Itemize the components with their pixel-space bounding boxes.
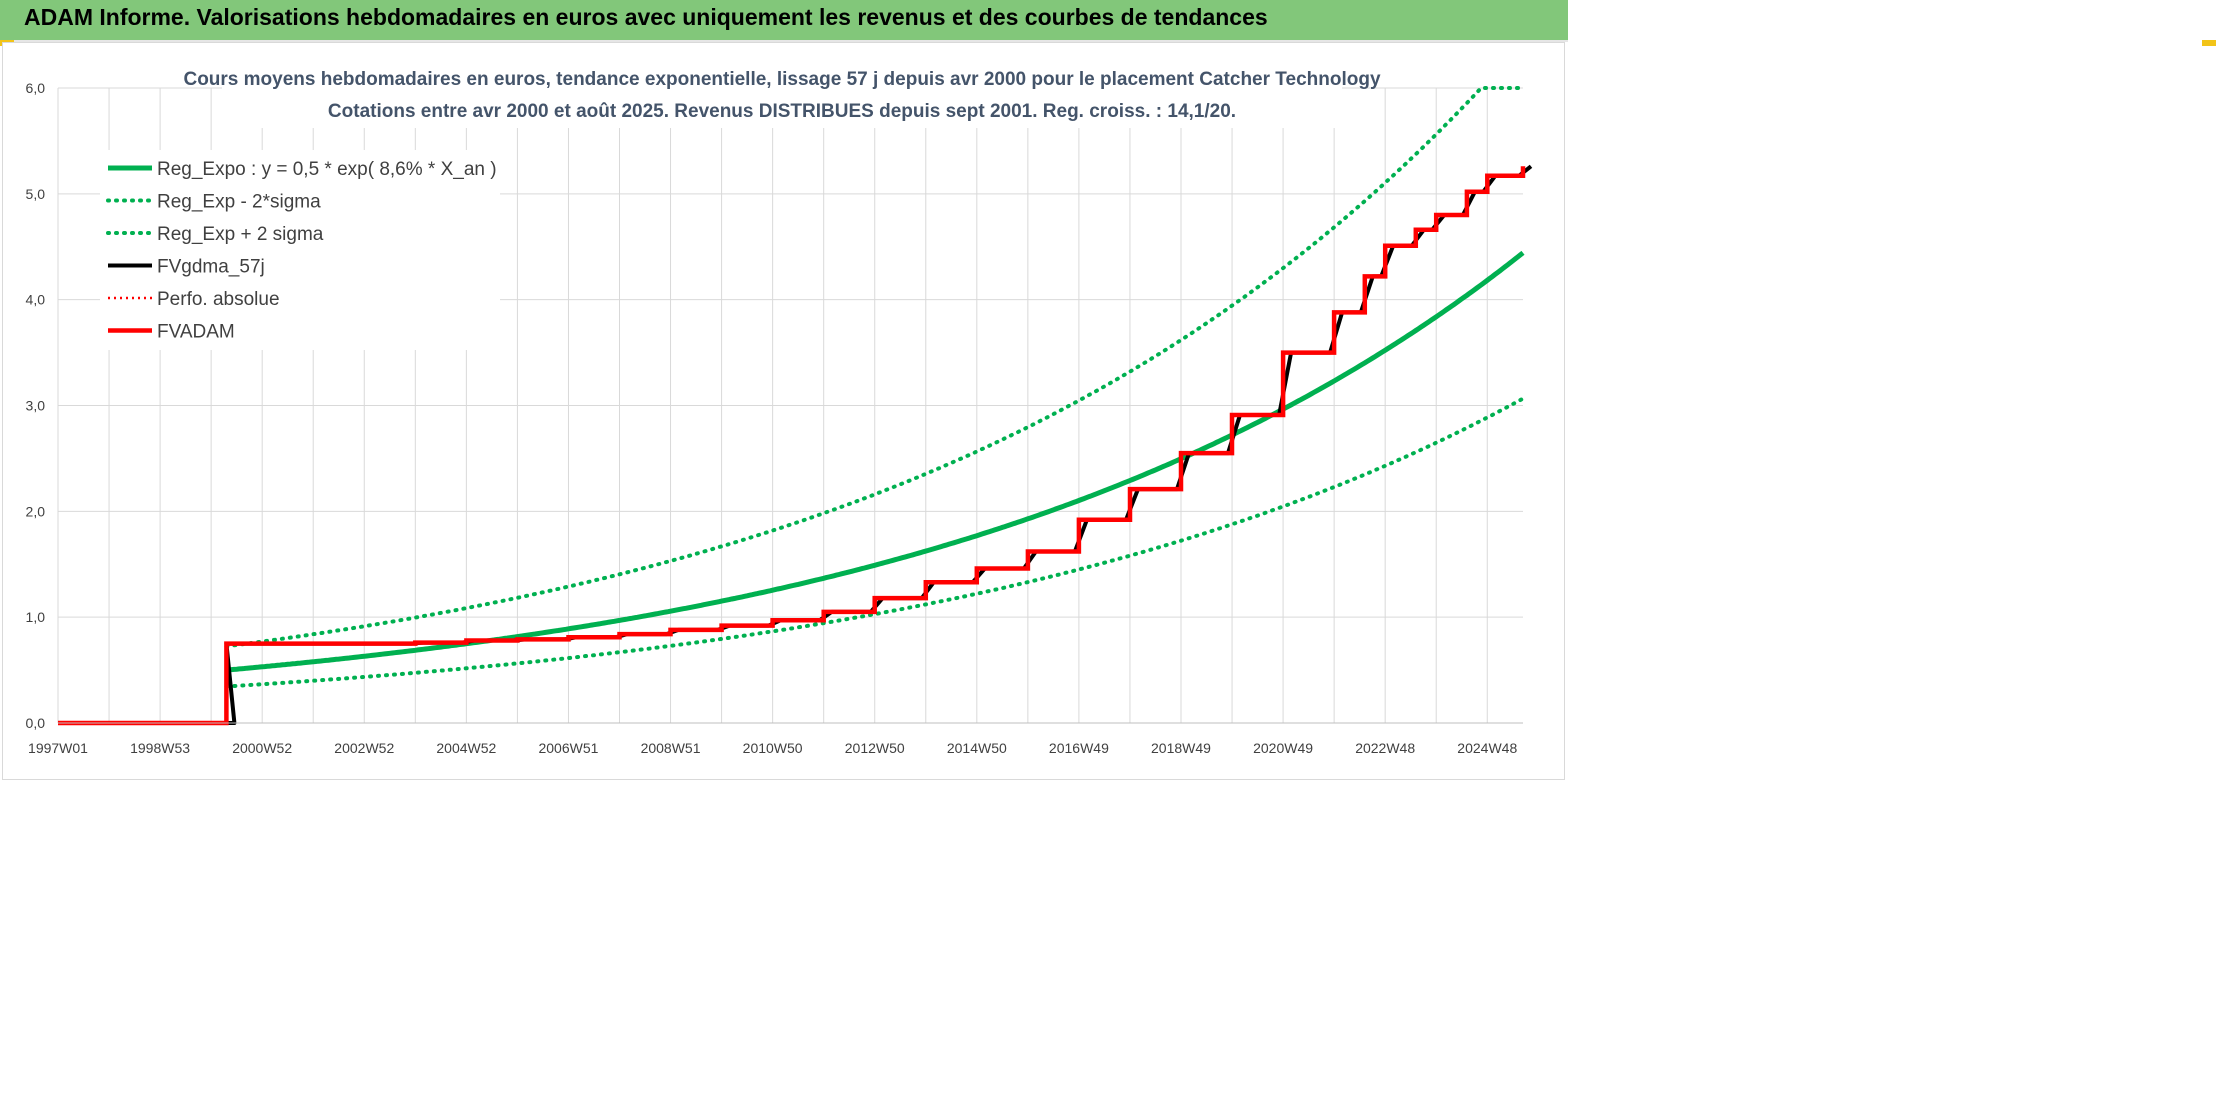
y-tick-label: 3,0 bbox=[26, 398, 46, 414]
corner-accent-right bbox=[2202, 40, 2216, 46]
series-reg-minus-2sigma bbox=[224, 396, 1525, 689]
x-tick-label: 2012W50 bbox=[845, 740, 905, 756]
y-tick-label: 0,0 bbox=[26, 715, 46, 731]
legend-label: FVgdma_57j bbox=[157, 257, 265, 278]
series-reg-plus-2sigma bbox=[224, 86, 1525, 649]
y-tick-label: 1,0 bbox=[26, 609, 46, 625]
series-lines bbox=[58, 86, 1533, 726]
y-tick-label: 4,0 bbox=[26, 292, 46, 308]
legend-label: Reg_Exp - 2*sigma bbox=[157, 192, 321, 213]
x-tick-label: 2010W50 bbox=[743, 740, 803, 756]
x-tick-label: 2024W48 bbox=[1457, 740, 1517, 756]
x-tick-label: 2020W49 bbox=[1253, 740, 1313, 756]
x-tick-label: 2002W52 bbox=[334, 740, 394, 756]
x-tick-label: 2022W48 bbox=[1355, 740, 1415, 756]
legend-label: FVADAM bbox=[157, 322, 235, 343]
legend-label: Reg_Expo : y = 0,5 * exp( 8,6% * X_an ) bbox=[157, 159, 497, 180]
series-reg-expo bbox=[226, 250, 1525, 673]
x-tick-label: 1997W01 bbox=[28, 740, 88, 756]
y-tick-label: 6,0 bbox=[26, 80, 46, 96]
legend-label: Reg_Exp + 2 sigma bbox=[157, 224, 324, 245]
x-tick-label: 2014W50 bbox=[947, 740, 1007, 756]
x-tick-label: 1998W53 bbox=[130, 740, 190, 756]
legend: Reg_Expo : y = 0,5 * exp( 8,6% * X_an ) R… bbox=[106, 159, 497, 343]
report-title: ADAM Informe. Valorisations hebdomadaire… bbox=[24, 4, 1268, 30]
x-tick-label: 2016W49 bbox=[1049, 740, 1109, 756]
x-tick-label: 2000W52 bbox=[232, 740, 292, 756]
series-fvadam bbox=[58, 166, 1526, 726]
x-tick-label: 2006W51 bbox=[538, 740, 598, 756]
legend-label: Perfo. absolue bbox=[157, 289, 280, 310]
y-tick-label: 5,0 bbox=[26, 186, 46, 202]
chart-title: Cours moyens hebdomadaires en euros, ten… bbox=[183, 69, 1380, 90]
title-background bbox=[222, 62, 1342, 128]
chart-subtitle: Cotations entre avr 2000 et août 2025. R… bbox=[328, 101, 1236, 122]
report-header: ADAM Informe. Valorisations hebdomadaire… bbox=[0, 0, 1568, 42]
x-tick-label: 2004W52 bbox=[436, 740, 496, 756]
x-tick-label: 2018W49 bbox=[1151, 740, 1211, 756]
chart-area: 0,0 1,0 2,0 3,0 4,0 5,0 6,0 1997W01 1998W53 2000… bbox=[25, 62, 1533, 756]
x-tick-label: 2008W51 bbox=[641, 740, 701, 756]
legend-background bbox=[100, 150, 500, 350]
y-axis-tick-labels: 0,0 1,0 2,0 3,0 4,0 5,0 6,0 bbox=[26, 80, 46, 731]
y-tick-label: 2,0 bbox=[26, 503, 46, 519]
x-axis-tick-labels: 1997W01 1998W53 2000W52 2002W52 2004W52 2006W… bbox=[28, 740, 1517, 756]
